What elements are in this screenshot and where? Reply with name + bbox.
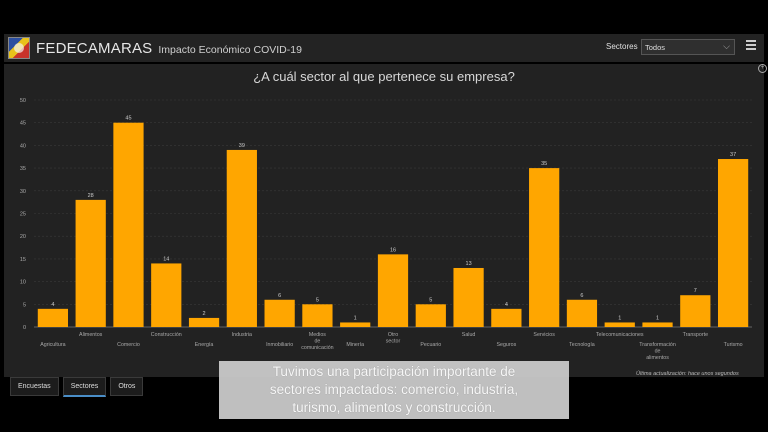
x-tick-label: Industria: [232, 332, 252, 338]
bar: [604, 322, 635, 327]
app-header: FEDECAMARAS Impacto Económico COVID-19 S…: [4, 34, 764, 62]
bar-value-label: 39: [239, 143, 245, 149]
y-tick-label: 10: [20, 280, 26, 286]
bar-value-label: 37: [730, 152, 736, 158]
x-tick-label: Inmobiliario: [266, 342, 293, 348]
hamburger-menu-icon[interactable]: [746, 40, 756, 50]
bar: [717, 159, 749, 327]
caption-line-2: sectores impactados: comercio, industria…: [269, 382, 519, 397]
bar: [226, 149, 257, 327]
bar-value-label: 1: [618, 315, 621, 321]
last-updated-text: Última actualización: hace unos segundos: [636, 371, 739, 377]
bar: [302, 304, 333, 327]
x-tick-label: Servicios: [533, 332, 555, 338]
bar: [415, 304, 446, 327]
sector-filter-select[interactable]: Todos ⌵: [641, 39, 735, 55]
x-tick-label: Telecomunicaciones: [596, 332, 644, 338]
bar-value-label: 1: [354, 315, 357, 321]
caption-line-1: Tuvimos una participación importante de: [272, 364, 516, 379]
x-tick-label: Salud: [462, 332, 476, 338]
bar: [680, 295, 711, 327]
bar-value-label: 1: [656, 315, 659, 321]
caption-line-3: turismo, alimentos y construcción.: [292, 400, 496, 415]
x-tick-label: Tecnología: [569, 342, 595, 348]
x-tick-label: Turismo: [724, 342, 743, 348]
bar-value-label: 5: [429, 297, 432, 303]
bar: [75, 199, 106, 327]
bar-value-label: 45: [125, 116, 131, 122]
y-tick-label: 40: [20, 143, 26, 149]
y-tick-label: 30: [20, 189, 26, 195]
bar: [377, 254, 409, 327]
bar-value-label: 6: [278, 293, 281, 299]
x-tick-label: Energía: [195, 342, 214, 348]
bar-value-label: 6: [580, 293, 583, 299]
bar-value-label: 2: [203, 311, 206, 317]
x-tick-label: Comercio: [117, 342, 140, 348]
x-tick-label: Construcción: [151, 332, 182, 338]
sector-filter-value: Todos: [645, 43, 666, 52]
bottom-tabs: Encuestas Sectores Otros: [10, 377, 147, 397]
y-tick-label: 20: [20, 234, 26, 240]
fedecamaras-logo: [8, 37, 30, 59]
bar: [453, 267, 484, 327]
expand-icon[interactable]: +: [758, 64, 767, 73]
bar: [566, 299, 598, 327]
tab-sectores[interactable]: Sectores: [62, 377, 107, 397]
bar: [491, 308, 522, 327]
tab-encuestas[interactable]: Encuestas: [10, 377, 59, 396]
bar: [113, 122, 144, 327]
bar: [340, 322, 371, 327]
caption-overlay: Tuvimos una participación importante de …: [219, 361, 569, 419]
y-tick-label: 45: [20, 121, 26, 127]
y-tick-label: 15: [20, 257, 26, 263]
y-tick-label: 5: [23, 302, 26, 308]
x-tick-label: Alimentos: [79, 332, 103, 338]
x-tick-label: Minería: [346, 342, 364, 348]
tab-otros[interactable]: Otros: [110, 377, 144, 396]
x-tick-label: Pecuario: [420, 342, 441, 348]
app-title: FEDECAMARAS: [36, 39, 153, 57]
bar: [264, 299, 295, 327]
bar-value-label: 14: [163, 256, 169, 262]
bar-value-label: 28: [88, 193, 94, 199]
y-tick-label: 50: [20, 98, 26, 104]
x-tick-label: Agricultura: [40, 342, 65, 348]
bar-value-label: 7: [694, 288, 697, 294]
bar: [529, 168, 560, 327]
app-subtitle: Impacto Económico COVID-19: [158, 43, 302, 56]
bar-value-label: 5: [316, 297, 319, 303]
x-tick-label: Otro sector: [386, 332, 401, 345]
bar-value-label: 13: [466, 261, 472, 267]
chevron-down-icon: ⌵: [723, 41, 730, 51]
bar-value-label: 4: [505, 302, 508, 308]
x-tick-label: Medios de comunicación: [301, 332, 333, 351]
x-tick-label: Transformación de alimentos: [639, 342, 676, 361]
bar-value-label: 4: [51, 302, 54, 308]
x-tick-label: Seguros: [497, 342, 517, 348]
x-tick-label: Transporte: [683, 332, 708, 338]
bar: [642, 322, 673, 327]
bar: [37, 308, 69, 327]
chart-title: ¿A cuál sector al que pertenece su empre…: [253, 69, 515, 84]
y-tick-label: 0: [23, 325, 26, 331]
bar-value-label: 16: [390, 247, 396, 253]
sector-filter-label: Sectores: [606, 42, 638, 51]
bar: [188, 317, 220, 327]
bar-value-label: 35: [541, 161, 547, 167]
y-tick-label: 35: [20, 166, 26, 172]
y-tick-label: 25: [20, 212, 26, 218]
bar: [151, 263, 182, 327]
